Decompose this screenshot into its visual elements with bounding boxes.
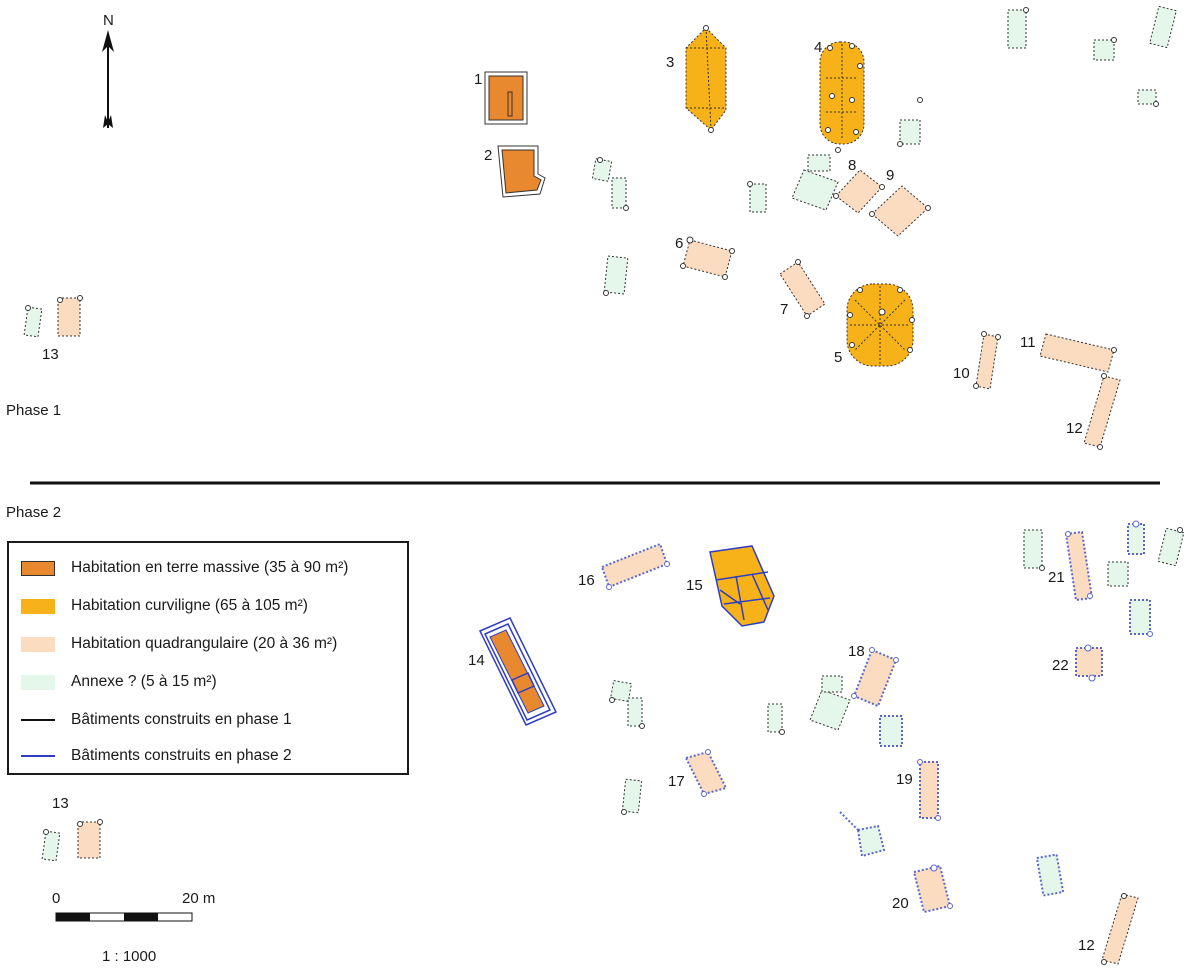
building-2 — [497, 145, 546, 198]
building-4 — [819, 41, 865, 153]
label-18: 18 — [848, 643, 865, 660]
phase-1-label: Phase 1 — [6, 402, 61, 419]
building-9 — [869, 185, 931, 237]
annexes-phase2 — [609, 520, 1185, 897]
label-17: 17 — [668, 773, 685, 790]
building-13-phase2 — [41, 819, 103, 862]
legend-label: Habitation quadrangulaire (20 à 36 m²) — [71, 635, 338, 652]
scale-start-label: 0 — [52, 890, 60, 907]
label-4: 4 — [814, 39, 822, 56]
legend-line-phase1 — [21, 719, 55, 721]
building-14 — [478, 617, 558, 726]
scale-end-label: 20 m — [182, 890, 215, 907]
legend-swatch-terre-massive — [21, 560, 55, 576]
building-18 — [851, 647, 899, 708]
scale-bar — [55, 912, 193, 922]
building-21 — [1064, 530, 1094, 602]
legend-item-curviligne: Habitation curviligne (65 à 105 m²) — [21, 595, 308, 617]
building-7 — [779, 259, 826, 319]
building-6 — [680, 236, 735, 280]
building-22 — [1075, 644, 1103, 682]
label-10: 10 — [953, 365, 970, 382]
label-12-phase2: 12 — [1078, 937, 1095, 954]
label-1: 1 — [474, 71, 482, 88]
label-3: 3 — [666, 54, 674, 71]
label-20: 20 — [892, 895, 909, 912]
building-8 — [833, 169, 885, 214]
legend-label: Habitation curviligne (65 à 105 m²) — [71, 597, 308, 614]
north-arrow-icon — [102, 30, 114, 128]
label-16: 16 — [578, 572, 595, 589]
annexes-phase1 — [591, 5, 1177, 296]
building-11 — [1039, 333, 1117, 373]
legend-swatch-annexe — [21, 674, 55, 690]
label-11: 11 — [1020, 334, 1036, 351]
label-5: 5 — [834, 349, 842, 366]
label-6: 6 — [675, 235, 683, 252]
building-13-phase1 — [23, 295, 83, 338]
label-8: 8 — [848, 157, 856, 174]
building-19 — [917, 759, 941, 821]
legend-swatch-curviligne — [21, 598, 55, 614]
north-label: N — [103, 12, 114, 29]
building-17 — [684, 749, 728, 797]
building-10 — [973, 331, 1001, 390]
label-9: 9 — [886, 167, 894, 184]
legend-item-phase2: Bâtiments construits en phase 2 — [21, 745, 292, 767]
label-13: 13 — [42, 346, 59, 363]
building-5 — [846, 283, 915, 367]
label-14: 14 — [468, 652, 485, 669]
legend-swatch-quadrangulaire — [21, 636, 55, 652]
legend-line-phase2 — [21, 755, 55, 757]
legend-item-quadrangulaire: Habitation quadrangulaire (20 à 36 m²) — [21, 633, 337, 655]
legend: Habitation en terre massive (35 à 90 m²)… — [7, 541, 409, 775]
legend-item-terre-massive: Habitation en terre massive (35 à 90 m²) — [21, 557, 348, 579]
building-20 — [912, 864, 953, 914]
label-19: 19 — [896, 771, 913, 788]
building-12-phase1 — [1083, 373, 1121, 450]
legend-label: Bâtiments construits en phase 2 — [71, 747, 292, 764]
label-12: 12 — [1066, 420, 1083, 437]
label-7: 7 — [780, 301, 788, 318]
label-15: 15 — [686, 577, 703, 594]
phase-2-label: Phase 2 — [6, 504, 61, 521]
building-12-phase2 — [1101, 893, 1139, 965]
label-21: 21 — [1048, 569, 1065, 586]
building-1 — [484, 71, 528, 125]
legend-item-phase1: Bâtiments construits en phase 1 — [21, 709, 292, 731]
legend-label: Habitation en terre massive (35 à 90 m²) — [71, 559, 349, 576]
label-22: 22 — [1052, 657, 1069, 674]
building-15 — [709, 545, 775, 627]
legend-item-annexe: Annexe ? (5 à 15 m²) — [21, 671, 217, 693]
building-16 — [600, 542, 670, 590]
label-2: 2 — [484, 147, 492, 164]
legend-label: Annexe ? (5 à 15 m²) — [71, 673, 217, 690]
legend-label: Bâtiments construits en phase 1 — [71, 711, 292, 728]
label-13-phase2: 13 — [52, 795, 69, 812]
scale-ratio-label: 1 : 1000 — [102, 948, 156, 965]
building-3 — [685, 25, 727, 133]
